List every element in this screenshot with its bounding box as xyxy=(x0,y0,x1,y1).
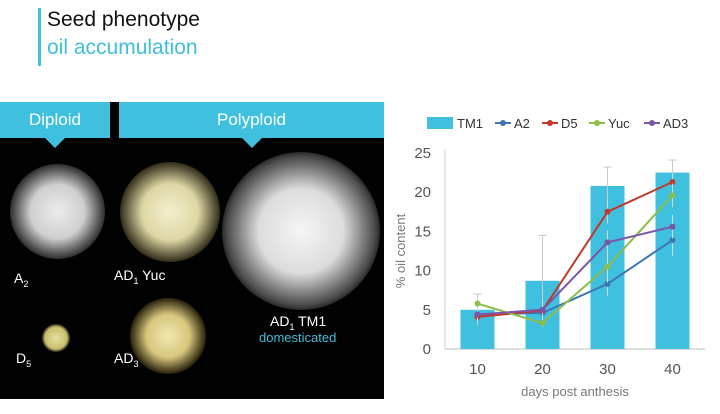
oil-content-chart: 0 5 10 15 20 25 10 20 30 40 days post anthesis % oi… xyxy=(393,116,705,399)
legend-marker-d5 xyxy=(547,120,553,126)
point-ad3 xyxy=(669,223,676,230)
d5-label: D5 xyxy=(16,350,32,369)
y-tick-label: 20 xyxy=(414,184,431,201)
x-tick-label: 10 xyxy=(469,361,486,378)
y-tick-label: 10 xyxy=(414,263,431,280)
y-tick-label: 5 xyxy=(423,302,431,319)
y-tick-label: 25 xyxy=(414,145,431,162)
legend-label-ad3: AD3 xyxy=(663,116,688,131)
legend-marker-yuc xyxy=(594,120,600,126)
slide-subtitle: oil accumulation xyxy=(47,36,198,59)
point-yuc xyxy=(539,320,546,327)
point-a2 xyxy=(669,237,676,244)
a2-label: A2 xyxy=(14,270,29,289)
series-line-ad3 xyxy=(477,225,673,316)
polyploid-arrow xyxy=(240,137,263,148)
series-line-d5 xyxy=(477,181,673,318)
polyploid-banner: Polyploid xyxy=(119,102,384,148)
d5-seed-image xyxy=(42,324,70,352)
y-tick-label: 0 xyxy=(423,341,431,358)
legend-label-a2: A2 xyxy=(514,116,530,131)
ad1-yuc-seed-image xyxy=(120,162,220,262)
legend-marker-a2 xyxy=(500,120,506,126)
polyploid-label: Polyploid xyxy=(217,110,286,129)
ad3-label: AD3 xyxy=(114,350,139,369)
series-line-yuc xyxy=(477,194,674,325)
point-ad3 xyxy=(604,239,611,246)
a2-seed-image xyxy=(10,164,105,259)
point-d5 xyxy=(604,208,611,215)
legend-marker-ad3 xyxy=(649,120,655,126)
point-ad3 xyxy=(474,311,481,318)
legend-label-yuc: Yuc xyxy=(608,116,630,131)
y-tick-label: 15 xyxy=(414,223,431,240)
y-axis-label: % oil content xyxy=(393,213,408,288)
ad1-yuc-label: AD1 Yuc xyxy=(114,267,166,286)
ad3-seed-image xyxy=(130,298,206,374)
diploid-banner: Diploid xyxy=(0,102,110,148)
diploid-arrow xyxy=(44,137,66,148)
x-axis-label: days post anthesis xyxy=(521,384,629,399)
point-a2 xyxy=(604,280,611,287)
legend-label-tm1: TM1 xyxy=(457,116,483,131)
point-ad3 xyxy=(539,306,546,313)
legend-swatch-tm1 xyxy=(427,117,453,129)
x-tick-label: 20 xyxy=(534,361,551,378)
point-yuc xyxy=(604,263,611,270)
seed-photo-panel: Diploid Polyploid A2 AD1 Yuc D5 AD3 AD1 … xyxy=(0,102,384,399)
diploid-label: Diploid xyxy=(29,110,81,129)
point-yuc xyxy=(669,192,676,199)
title-accent-bar xyxy=(38,8,41,66)
domesticated-label: domesticated xyxy=(259,330,337,345)
x-tick-label: 30 xyxy=(599,361,616,378)
ad1-tm1-seed-image xyxy=(222,152,380,310)
legend-label-d5: D5 xyxy=(561,116,578,131)
point-d5 xyxy=(669,179,676,186)
x-tick-label: 40 xyxy=(664,361,681,378)
slide-title: Seed phenotype xyxy=(47,8,200,31)
point-yuc xyxy=(474,300,481,307)
ad1-tm1-label: AD1 TM1 xyxy=(270,313,327,332)
